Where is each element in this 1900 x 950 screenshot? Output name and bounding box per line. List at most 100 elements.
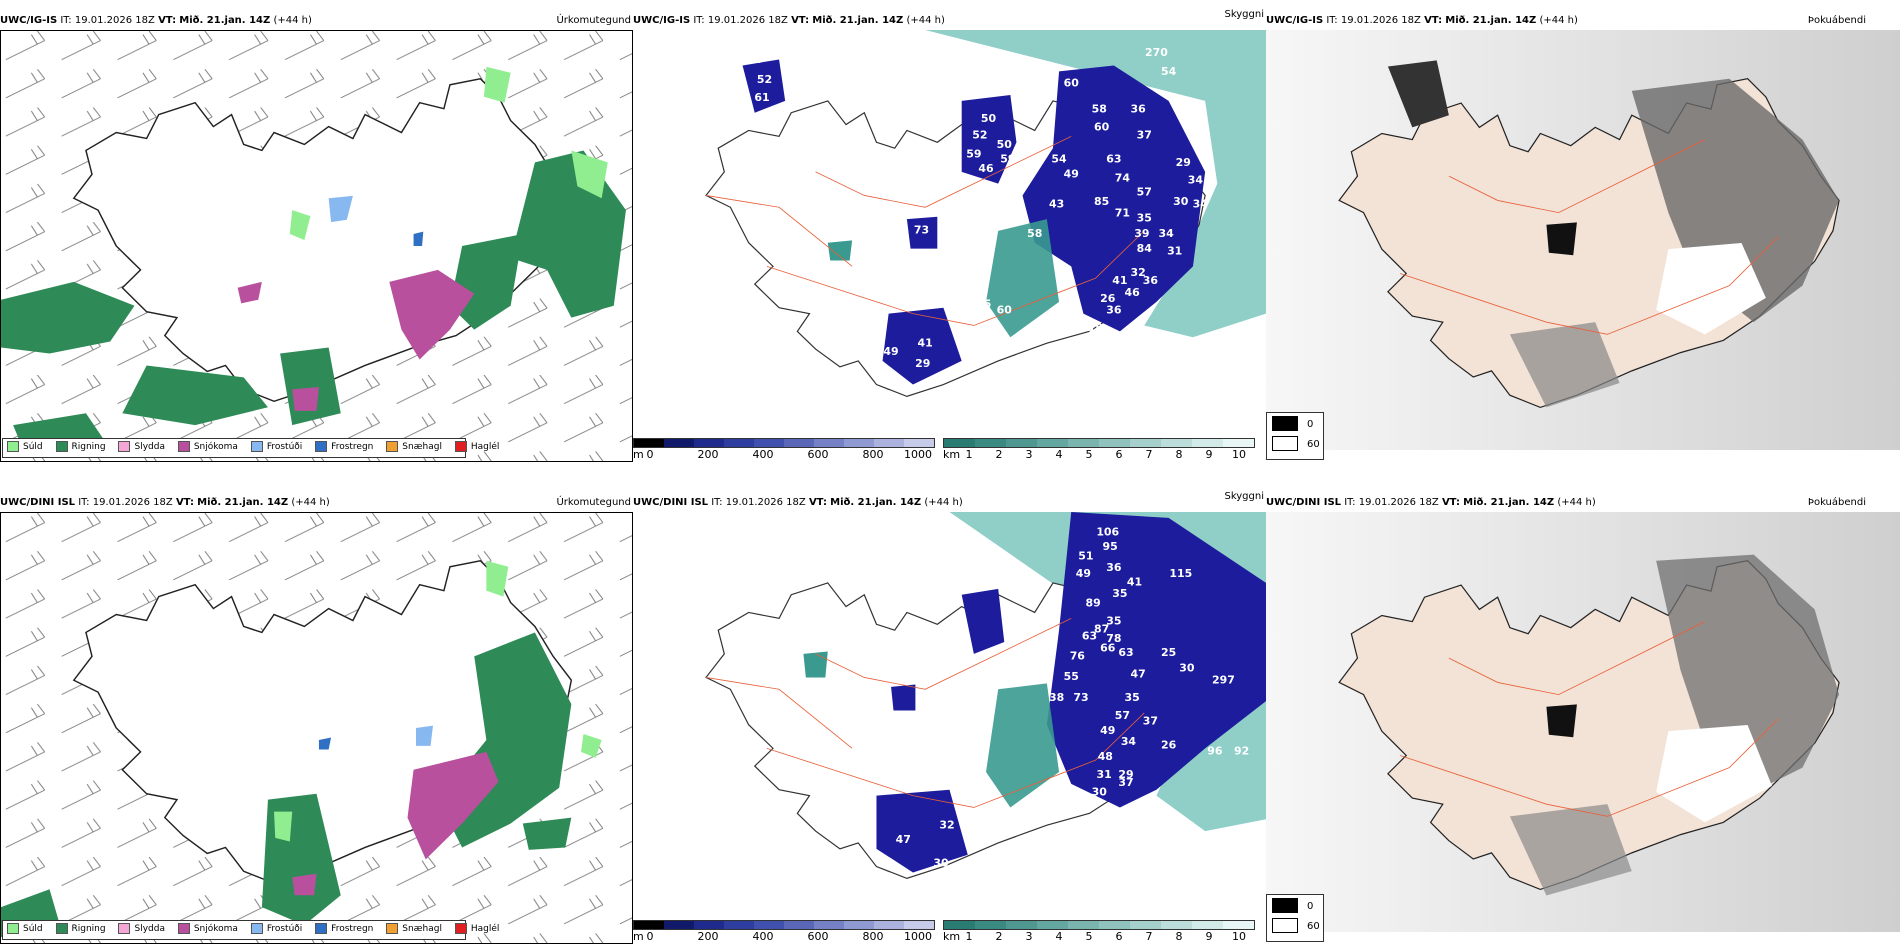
visibility-scale-km: km 1 2 3 4 5 6 7 8 9 10 bbox=[943, 438, 1255, 464]
visibility-value-label: 36 bbox=[1143, 274, 1158, 287]
scale-unit-km: km bbox=[943, 448, 961, 461]
visibility-value-label: 106 bbox=[1096, 526, 1119, 539]
it-label: IT: bbox=[693, 15, 705, 26]
legend-label: Frostúði bbox=[266, 924, 303, 934]
visibility-value-label: 19 bbox=[1088, 322, 1103, 335]
fog-key-light: 60 bbox=[1267, 918, 1323, 938]
visibility-value-label: 60 bbox=[1064, 77, 1079, 90]
fog-key-light: 60 bbox=[1267, 436, 1323, 456]
valid-time: Mið. 21.jan. 14Z bbox=[812, 15, 904, 26]
visibility-value-label: 49 bbox=[1100, 724, 1115, 737]
legend-label: Frostregn bbox=[331, 442, 374, 452]
low-visibility-areas bbox=[742, 59, 1206, 385]
legend-item: Rigning bbox=[55, 439, 106, 455]
legend-label: Frostregn bbox=[331, 924, 374, 934]
visibility-value-label: 59 bbox=[1000, 153, 1015, 166]
visibility-value-label: 37 bbox=[1118, 776, 1133, 789]
it-label: IT: bbox=[60, 15, 72, 26]
init-time: 19.01.2026 18Z bbox=[707, 15, 788, 26]
visibility-value-label: 26 bbox=[1161, 739, 1176, 752]
moderate-visibility-areas bbox=[803, 651, 1060, 808]
scale-tick: 200 bbox=[697, 448, 719, 461]
legend-item: Slydda bbox=[118, 439, 165, 455]
fog-map bbox=[1266, 30, 1900, 450]
legend-swatch bbox=[250, 923, 263, 934]
legend-swatch bbox=[315, 441, 328, 452]
visibility-value-label: 41 bbox=[918, 337, 933, 350]
legend-item: Slydda bbox=[118, 921, 165, 937]
model-name: UWC/DINI ISL bbox=[1266, 497, 1342, 508]
vt-label: VT: bbox=[1441, 497, 1460, 508]
lead-time: (+44 h) bbox=[906, 15, 945, 26]
visibility-value-label: 34 bbox=[1121, 735, 1136, 748]
visibility-map: 76 52 61 270 54 60 58 36 60 37 50 52 50 59 46 59 54 49 63 7… bbox=[633, 30, 1266, 420]
fog-key: 0 60 bbox=[1266, 412, 1324, 460]
panel-header: UWC/DINI ISL IT: 19.01.2026 18Z VT: Mið.… bbox=[1266, 494, 1900, 512]
fog-key-label: 0 bbox=[1307, 419, 1314, 430]
vt-label: VT: bbox=[1424, 15, 1443, 26]
scale-tick: 8 bbox=[1175, 448, 1183, 461]
scale-tick: 2 bbox=[995, 448, 1003, 461]
moderate-visibility-areas bbox=[827, 219, 1060, 338]
visibility-value-label: 46 bbox=[1124, 286, 1139, 299]
scale-unit-km: km bbox=[943, 930, 961, 943]
visibility-value-label: 85 bbox=[1094, 195, 1109, 208]
visibility-value-label: 63 bbox=[1082, 630, 1097, 643]
visibility-value-label: 25 bbox=[1161, 646, 1176, 659]
visibility-value-label: 32 bbox=[939, 819, 954, 832]
visibility-value-label: 48 bbox=[1098, 750, 1113, 763]
visibility-value-label: 58 bbox=[1027, 227, 1042, 240]
visibility-value-label: 32 bbox=[1131, 266, 1146, 279]
visibility-value-label: 58 bbox=[1092, 103, 1107, 116]
legend-label: Snæhagl bbox=[402, 924, 442, 934]
legend-swatch bbox=[177, 441, 190, 452]
road-network bbox=[705, 135, 1145, 326]
legend-swatch bbox=[315, 923, 328, 934]
legend-label: Haglél bbox=[470, 442, 500, 452]
visibility-scale-m: m 0 200 400 600 800 1000 bbox=[633, 438, 935, 464]
legend-swatch bbox=[55, 923, 68, 934]
visibility-value-label: 30 bbox=[1092, 786, 1107, 799]
visibility-value-label: 95 bbox=[1103, 540, 1118, 553]
scale-bar-km bbox=[943, 438, 1255, 448]
visibility-value-label: 73 bbox=[1073, 691, 1088, 704]
scale-tick: 1 bbox=[965, 448, 973, 461]
visibility-value-label: 36 bbox=[1106, 561, 1121, 574]
legend-item: Haglél bbox=[454, 921, 499, 937]
freezing-drizzle-areas bbox=[416, 725, 433, 746]
lead-time: (+44 h) bbox=[1557, 497, 1596, 508]
visibility-value-label: 38 bbox=[1049, 691, 1064, 704]
drizzle-areas bbox=[289, 66, 608, 241]
it-label: IT: bbox=[78, 497, 90, 508]
legend-item: Snæhagl bbox=[386, 921, 442, 937]
precip-map bbox=[0, 512, 633, 944]
init-time: 19.01.2026 18Z bbox=[1340, 15, 1421, 26]
visibility-value-label: 54 bbox=[964, 330, 979, 343]
visibility-value-label: 49 bbox=[1064, 168, 1079, 181]
visibility-value-label: 115 bbox=[1169, 567, 1192, 580]
init-time: 19.01.2026 18Z bbox=[1358, 497, 1439, 508]
visibility-value-label: 34 bbox=[1188, 174, 1203, 187]
visibility-value-label: 29 bbox=[1176, 156, 1191, 169]
visibility-value-label: 270 bbox=[1145, 46, 1168, 59]
lead-time: (+44 h) bbox=[924, 497, 963, 508]
visibility-value-label: 35 bbox=[1106, 614, 1121, 627]
legend-swatch bbox=[386, 441, 399, 452]
legend-swatch bbox=[177, 923, 190, 934]
precip-map-svg bbox=[1, 513, 632, 943]
snow-areas bbox=[292, 751, 499, 896]
visibility-value-label: 96 bbox=[1207, 744, 1222, 757]
scale-tick: 9 bbox=[1205, 448, 1213, 461]
scale-tick: 10 bbox=[1232, 448, 1246, 461]
visibility-value-label: 34 bbox=[1193, 197, 1208, 210]
visibility-value-label: 49 bbox=[1076, 567, 1091, 580]
scale-unit-m: m bbox=[633, 448, 644, 461]
legend-item: Rigning bbox=[55, 921, 106, 937]
visibility-value-label: 26 bbox=[1100, 292, 1115, 305]
visibility-value-label: 60 bbox=[1094, 121, 1109, 134]
freezing-rain-areas bbox=[413, 231, 424, 246]
scale-tick: 5 bbox=[1085, 448, 1093, 461]
fog-key-dark: 0 bbox=[1267, 898, 1323, 918]
legend-label: Súld bbox=[23, 442, 43, 452]
